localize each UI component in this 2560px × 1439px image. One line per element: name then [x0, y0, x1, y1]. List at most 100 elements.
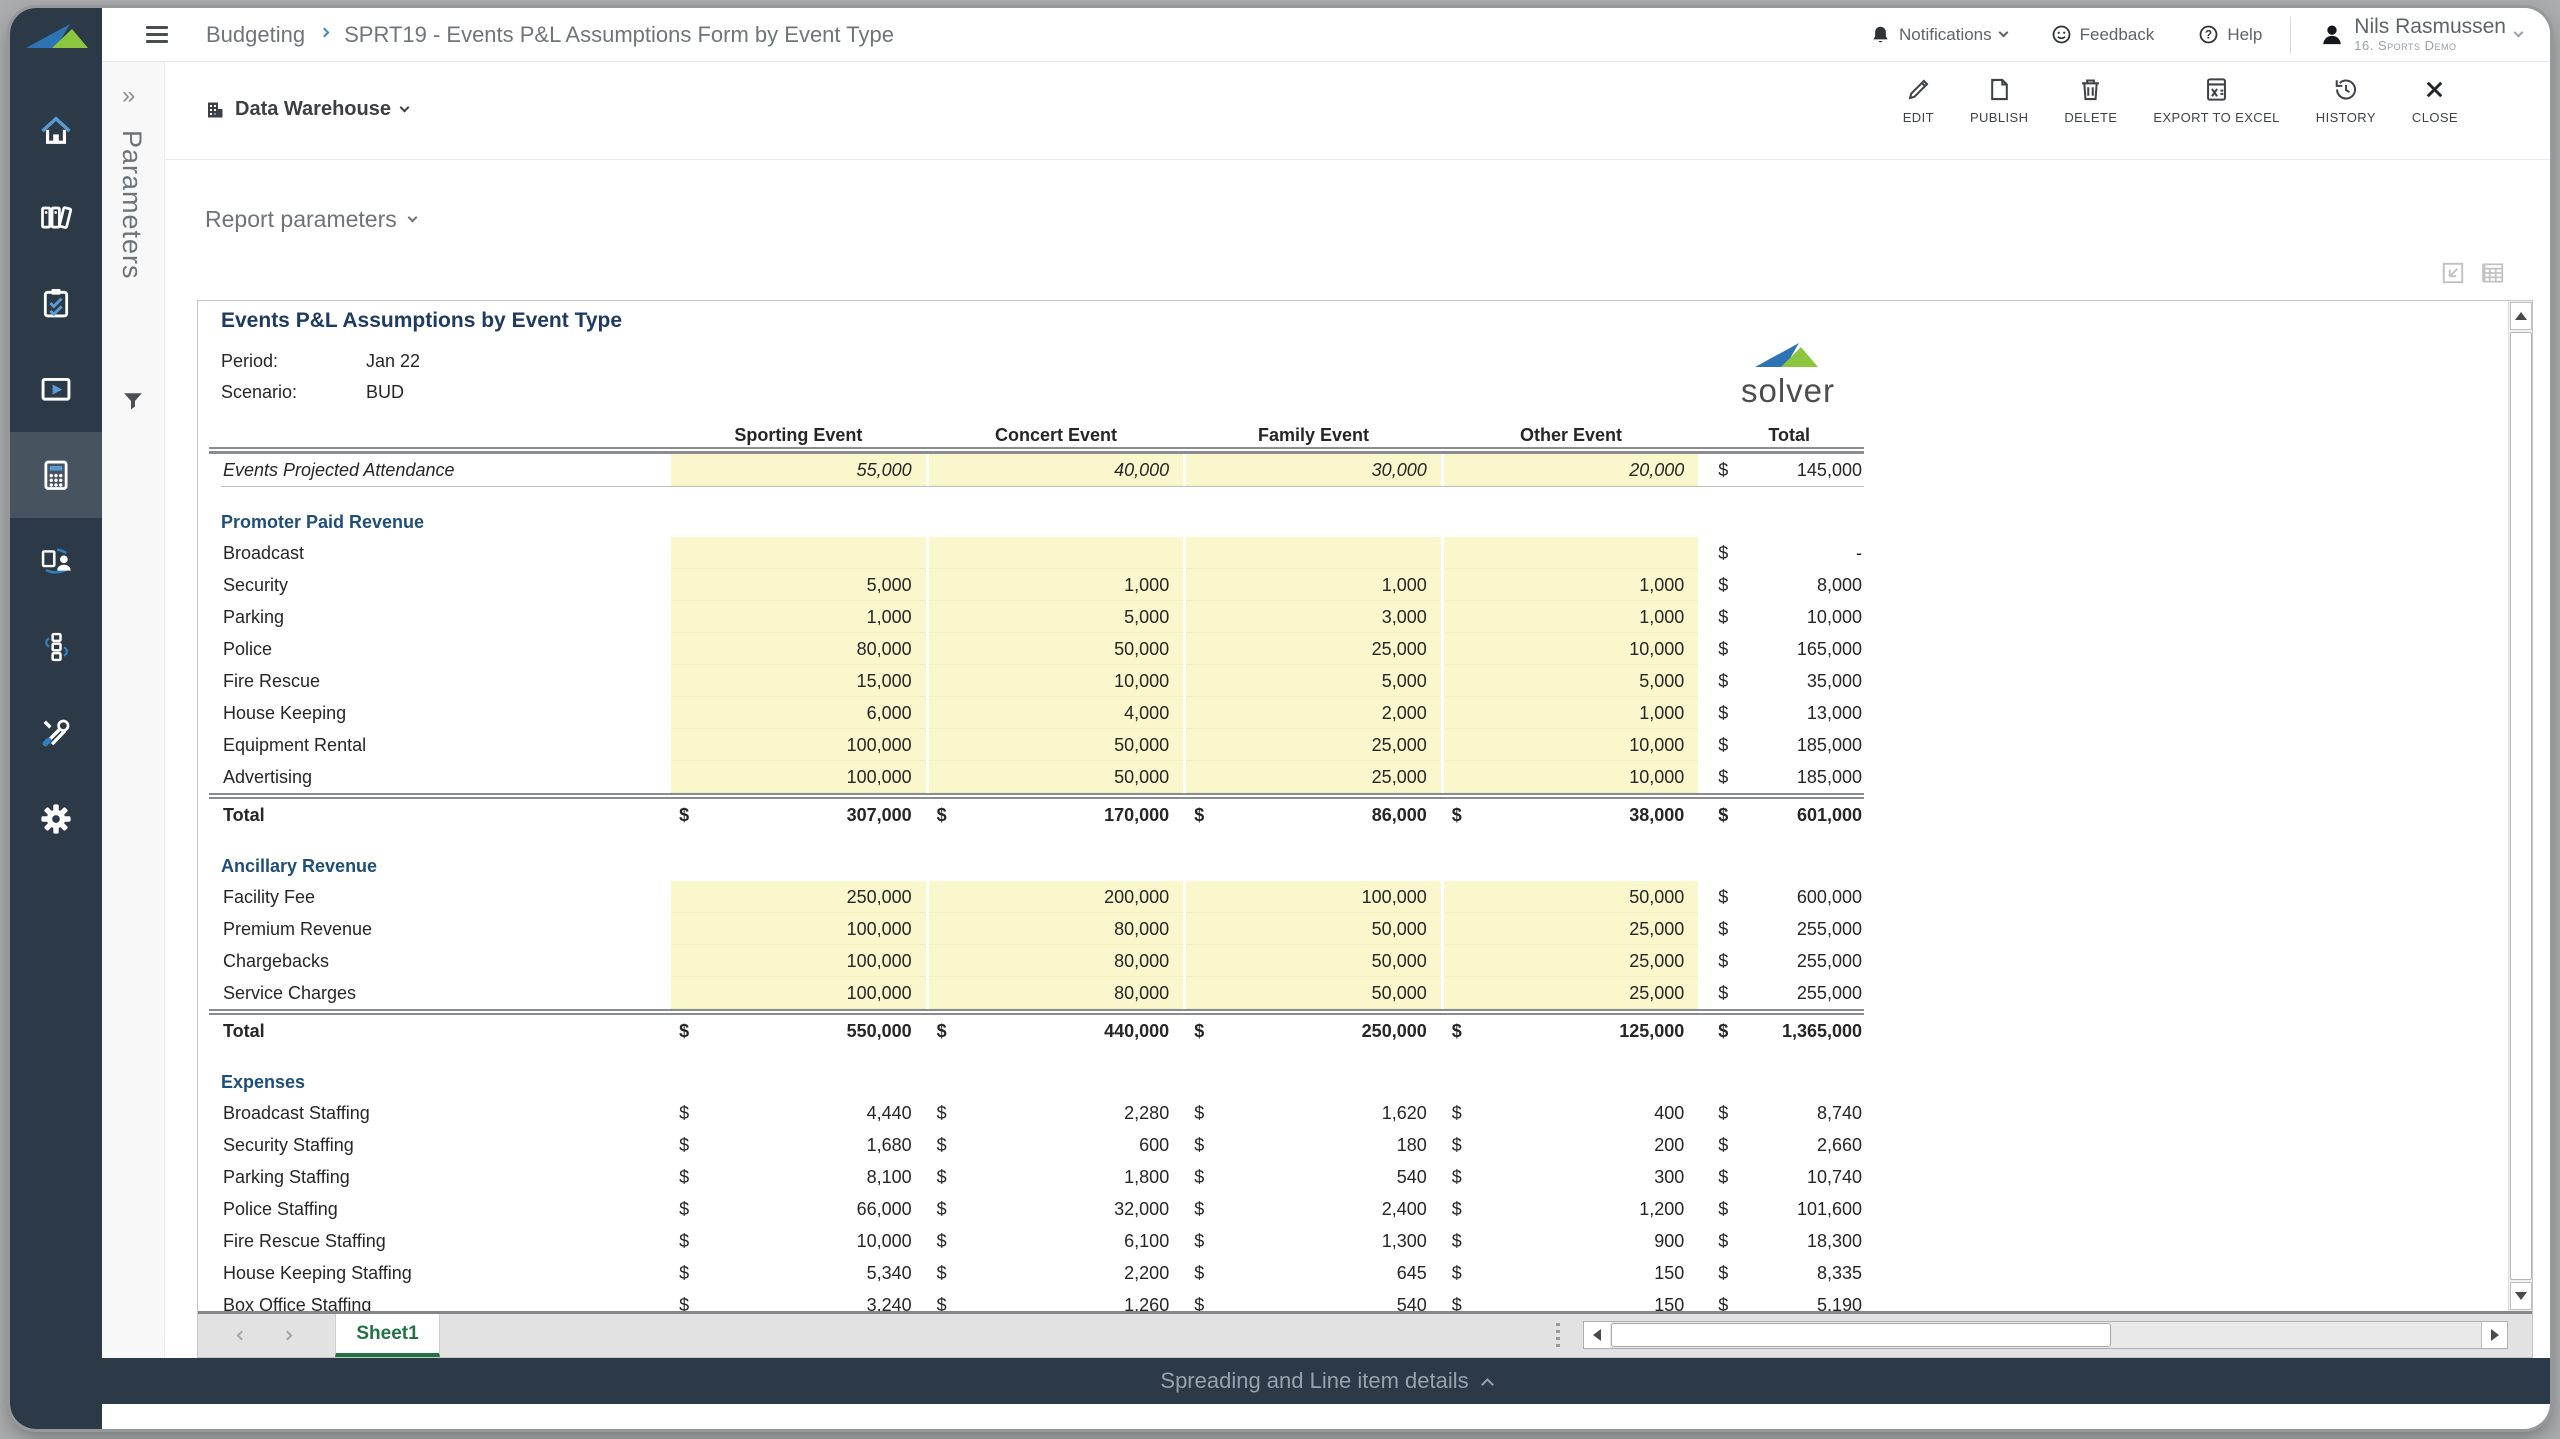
total-cell: $5,190	[1714, 1289, 1864, 1311]
input-cell[interactable]: 10,000	[1444, 729, 1699, 761]
horizontal-scrollbar[interactable]	[1583, 1321, 2508, 1349]
scrollbar-splitter-handle[interactable]	[1556, 1323, 1560, 1349]
input-cell[interactable]: 1,000	[1186, 569, 1441, 601]
input-cell[interactable]: 80,000	[929, 913, 1184, 945]
input-cell[interactable]: 6,000	[671, 697, 926, 729]
input-cell[interactable]: 100,000	[671, 977, 926, 1009]
input-cell[interactable]: 50,000	[1186, 977, 1441, 1009]
input-cell[interactable]: 2,000	[1186, 697, 1441, 729]
bell-icon	[1870, 24, 1891, 45]
input-cell[interactable]: 100,000	[671, 729, 926, 761]
cell-value: 8,000	[1817, 569, 1862, 601]
sheet-tab-sheet1[interactable]: Sheet1	[335, 1314, 440, 1357]
input-cell[interactable]: 10,000	[1444, 761, 1699, 793]
input-cell[interactable]: 55,000	[671, 454, 926, 486]
input-cell[interactable]: 1,000	[671, 601, 926, 633]
input-cell[interactable]	[671, 537, 926, 569]
scroll-up-button[interactable]	[2510, 302, 2532, 330]
sidebar-item-integrations[interactable]	[10, 604, 102, 690]
input-cell[interactable]: 80,000	[929, 977, 1184, 1009]
input-cell[interactable]: 50,000	[929, 633, 1184, 665]
close-button[interactable]: CLOSE	[2412, 76, 2458, 125]
prev-sheet-icon[interactable]	[238, 1326, 245, 1344]
report-parameters-toggle[interactable]: Report parameters	[205, 206, 416, 233]
grid-icon[interactable]	[2480, 260, 2506, 286]
value-cell: $1,620	[1186, 1097, 1441, 1129]
input-cell[interactable]: 25,000	[1186, 633, 1441, 665]
input-cell[interactable]: 10,000	[1444, 633, 1699, 665]
input-cell[interactable]	[1444, 537, 1699, 569]
sidebar-item-presentation[interactable]	[10, 346, 102, 432]
edit-button[interactable]: EDIT	[1903, 76, 1934, 125]
input-cell[interactable]: 25,000	[1444, 945, 1699, 977]
input-cell[interactable]: 20,000	[1444, 454, 1699, 486]
input-cell[interactable]: 100,000	[671, 761, 926, 793]
spreading-details-bar[interactable]: Spreading and Line item details	[102, 1358, 2550, 1404]
input-cell[interactable]: 50,000	[929, 761, 1184, 793]
data-source-select[interactable]: Data Warehouse	[205, 98, 408, 121]
total-cell: $8,335	[1714, 1257, 1864, 1289]
cell-value: 5,190	[1817, 1289, 1862, 1311]
input-cell[interactable]	[929, 537, 1184, 569]
input-cell[interactable]: 10,000	[929, 665, 1184, 697]
sidebar-item-admin-tools[interactable]	[10, 690, 102, 776]
input-cell[interactable]: 100,000	[1186, 881, 1441, 913]
input-cell[interactable]: 25,000	[1444, 977, 1699, 1009]
input-cell[interactable]: 25,000	[1444, 913, 1699, 945]
expand-panel-icon[interactable]: »	[122, 82, 135, 110]
breadcrumb-budgeting[interactable]: Budgeting	[206, 22, 305, 48]
resize-icon[interactable]	[2440, 260, 2466, 286]
input-cell[interactable]: 15,000	[671, 665, 926, 697]
input-cell[interactable]: 1,000	[929, 569, 1184, 601]
help-button[interactable]: ? Help	[2198, 24, 2262, 45]
input-cell[interactable]: 80,000	[929, 945, 1184, 977]
horizontal-scroll-thumb[interactable]	[1611, 1323, 2111, 1347]
column-header-0: Sporting Event	[671, 424, 926, 447]
filter-icon[interactable]	[122, 390, 144, 412]
input-cell[interactable]	[1186, 537, 1441, 569]
input-cell[interactable]: 30,000	[1186, 454, 1441, 486]
sidebar-item-binders[interactable]	[10, 174, 102, 260]
sidebar-item-home[interactable]	[10, 88, 102, 174]
input-cell[interactable]: 50,000	[929, 729, 1184, 761]
publish-button[interactable]: PUBLISH	[1970, 76, 2028, 125]
input-cell[interactable]: 5,000	[671, 569, 926, 601]
sidebar-item-workflow[interactable]	[10, 518, 102, 604]
input-cell[interactable]: 200,000	[929, 881, 1184, 913]
input-cell[interactable]: 3,000	[1186, 601, 1441, 633]
input-cell[interactable]: 5,000	[1186, 665, 1441, 697]
input-cell[interactable]: 5,000	[1444, 665, 1699, 697]
menu-icon[interactable]	[146, 22, 168, 47]
user-menu[interactable]: Nils Rasmussen 16. Sports Demo	[2319, 16, 2522, 53]
input-cell[interactable]: 80,000	[671, 633, 926, 665]
input-cell[interactable]: 100,000	[671, 913, 926, 945]
vertical-scroll-thumb[interactable]	[2510, 332, 2532, 1280]
input-cell[interactable]: 100,000	[671, 945, 926, 977]
input-cell[interactable]: 50,000	[1186, 945, 1441, 977]
vertical-scrollbar[interactable]	[2508, 301, 2532, 1311]
next-sheet-icon[interactable]	[284, 1326, 291, 1344]
total-label: Total	[221, 799, 671, 831]
scroll-right-button[interactable]	[2481, 1322, 2507, 1348]
feedback-button[interactable]: Feedback	[2051, 24, 2155, 45]
input-cell[interactable]: 4,000	[929, 697, 1184, 729]
input-cell[interactable]: 50,000	[1186, 913, 1441, 945]
input-cell[interactable]: 1,000	[1444, 697, 1699, 729]
input-cell[interactable]: 25,000	[1186, 729, 1441, 761]
input-cell[interactable]: 1,000	[1444, 569, 1699, 601]
scroll-down-button[interactable]	[2510, 1282, 2532, 1310]
input-cell[interactable]: 250,000	[671, 881, 926, 913]
input-cell[interactable]: 40,000	[929, 454, 1184, 486]
sidebar-item-settings[interactable]	[10, 776, 102, 862]
sidebar-item-tasks[interactable]	[10, 260, 102, 346]
input-cell[interactable]: 5,000	[929, 601, 1184, 633]
history-button[interactable]: HISTORY	[2316, 76, 2376, 125]
notifications-button[interactable]: Notifications	[1870, 24, 2007, 45]
delete-button[interactable]: DELETE	[2064, 76, 2117, 125]
export-to-excel-button[interactable]: EXPORT TO EXCEL	[2153, 76, 2279, 125]
input-cell[interactable]: 1,000	[1444, 601, 1699, 633]
input-cell[interactable]: 25,000	[1186, 761, 1441, 793]
scroll-left-button[interactable]	[1584, 1322, 1610, 1348]
sidebar-item-budgeting-forms[interactable]	[10, 432, 102, 518]
input-cell[interactable]: 50,000	[1444, 881, 1699, 913]
